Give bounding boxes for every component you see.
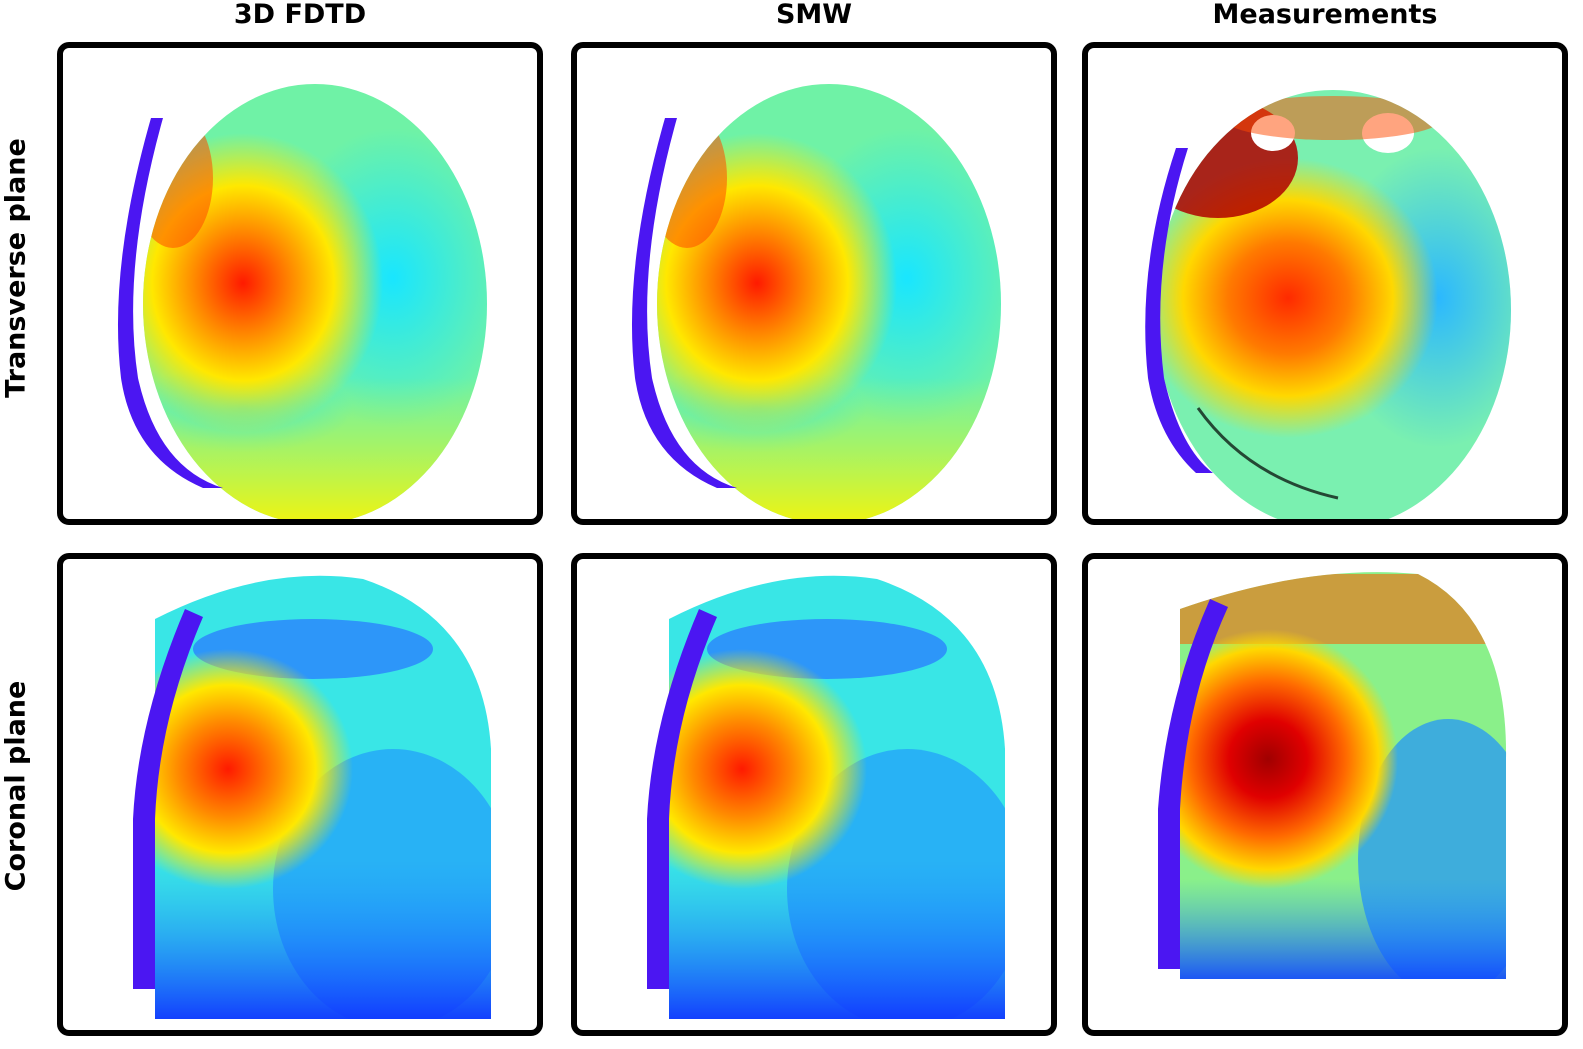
- panel-coronal-measurements: [1082, 553, 1568, 1036]
- panel-transverse-3d-fdtd: [57, 42, 543, 525]
- panel-transverse-measurements: [1082, 42, 1568, 525]
- column-title-smw: SMW: [775, 0, 853, 30]
- heatmap-transverse-smw: [631, 84, 1001, 519]
- heatmap-coronal-smw: [647, 575, 1005, 1020]
- row-title-coronal-plane: Coronal plane: [0, 680, 32, 892]
- panel-coronal-3d-fdtd: [57, 553, 543, 1036]
- heatmap-coronal-3d-fdtd: [133, 575, 491, 1020]
- panel-coronal-smw: [571, 553, 1057, 1036]
- column-title-measurements: Measurements: [1212, 0, 1438, 30]
- heatmap-coronal-measurements: [1158, 572, 1507, 979]
- panel-transverse-smw: [571, 42, 1057, 525]
- heatmap-transverse-3d-fdtd: [117, 84, 487, 519]
- row-title-transverse-plane: Transverse plane: [0, 138, 32, 398]
- heatmap-transverse-measurements: [1145, 90, 1511, 519]
- column-title-3d-fdtd: 3D FDTD: [233, 0, 367, 30]
